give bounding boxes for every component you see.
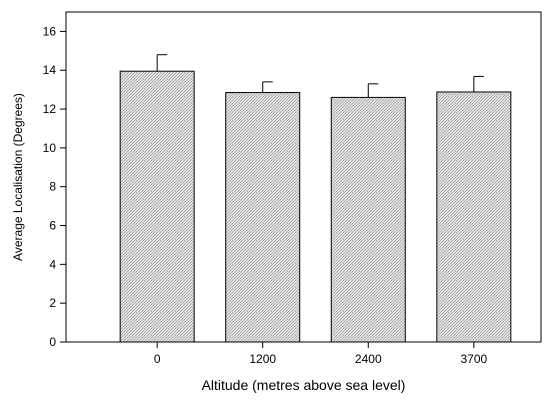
bar-0: [119, 70, 195, 343]
x-tick-label: 0: [154, 352, 161, 366]
y-tick-label: 8: [49, 180, 56, 194]
y-tick-label: 16: [43, 24, 57, 38]
bars: [119, 70, 512, 343]
y-tick-label: 4: [49, 257, 56, 271]
x-tick-label: 3700: [460, 352, 487, 366]
y-tick-label: 12: [43, 102, 57, 116]
x-axis: 0 1200 2400 3700: [154, 342, 488, 366]
bar-1200: [225, 92, 301, 343]
x-axis-label: Altitude (metres above sea level): [202, 377, 406, 393]
y-tick-label: 6: [49, 219, 56, 233]
y-tick-label: 10: [43, 141, 57, 155]
y-tick-label: 0: [49, 335, 56, 349]
bar-2400: [330, 96, 406, 343]
error-bars: [156, 54, 484, 98]
y-tick-label: 2: [49, 296, 56, 310]
x-tick-label: 1200: [249, 352, 276, 366]
bar-3700: [436, 91, 512, 343]
plot-area: [65, 11, 542, 343]
x-tick-label: 2400: [355, 352, 382, 366]
y-tick-label: 14: [43, 63, 57, 77]
y-axis: 0 2 4 6 8 10 12 14 16: [43, 24, 66, 349]
y-axis-label: Average Localisation (Degrees): [11, 93, 25, 261]
